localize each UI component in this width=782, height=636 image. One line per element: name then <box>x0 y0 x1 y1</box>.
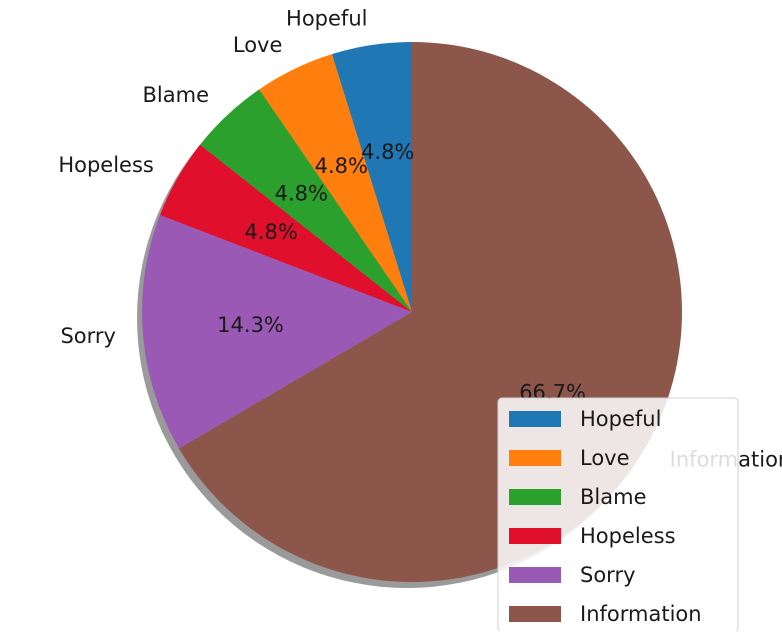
legend-box <box>498 398 738 631</box>
legend-label-hopeful: Hopeful <box>580 407 661 431</box>
slice-label-sorry: Sorry <box>60 324 116 348</box>
legend-label-love: Love <box>580 446 630 470</box>
pct-label-hopeful: 4.8% <box>361 140 414 164</box>
legend-swatch-blame <box>509 489 561 505</box>
slice-label-hopeful: Hopeful <box>286 6 367 30</box>
pct-label-blame: 4.8% <box>275 182 328 206</box>
slice-label-love: Love <box>233 33 283 57</box>
legend-swatch-love <box>509 450 561 466</box>
legend-label-information: Information <box>580 602 702 626</box>
legend-label-blame: Blame <box>580 485 647 509</box>
legend: Hopeful Love Blame Hopeless Sorry Information <box>498 398 738 631</box>
legend-label-sorry: Sorry <box>580 563 636 587</box>
pct-label-love: 4.8% <box>315 154 368 178</box>
legend-label-hopeless: Hopeless <box>580 524 676 548</box>
legend-swatch-hopeful <box>509 411 561 427</box>
legend-swatch-information <box>509 606 561 622</box>
slice-label-hopeless: Hopeless <box>58 153 154 177</box>
legend-swatch-hopeless <box>509 528 561 544</box>
slice-label-blame: Blame <box>143 83 210 107</box>
legend-swatch-sorry <box>509 567 561 583</box>
pct-label-sorry: 14.3% <box>217 313 284 337</box>
pct-label-hopeless: 4.8% <box>245 220 298 244</box>
